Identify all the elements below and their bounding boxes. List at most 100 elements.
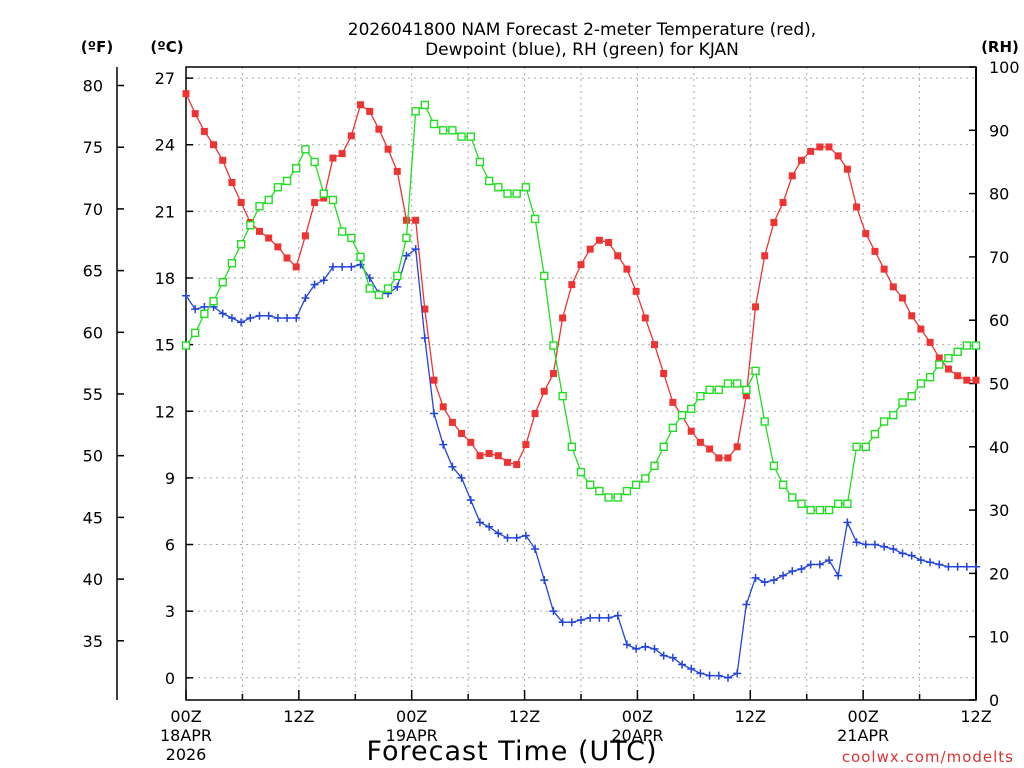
rh-point: [953, 347, 962, 357]
temperature-point: [935, 354, 943, 362]
dewpoint-point: [586, 613, 595, 622]
fahrenheit-tick-label: 65: [83, 262, 103, 281]
temperature-point: [476, 452, 484, 460]
dewpoint-point: [870, 540, 879, 549]
rh-point: [393, 271, 402, 281]
rh-point: [255, 202, 264, 211]
rh-point: [200, 309, 209, 319]
rh-point: [861, 442, 870, 451]
temperature-point: [274, 243, 282, 251]
dewpoint-point: [503, 533, 512, 542]
dewpoint-point: [714, 671, 723, 680]
temperature-point: [954, 372, 962, 380]
dewpoint-point: [485, 522, 494, 531]
rh-point: [687, 404, 696, 414]
temperature-point: [402, 216, 410, 224]
rh-point: [540, 271, 549, 281]
temperature-point: [733, 443, 741, 451]
temperature-point: [724, 454, 732, 462]
rh-point: [301, 145, 310, 154]
rh-point: [971, 341, 981, 350]
rh-point: [246, 221, 255, 230]
temperature-point: [752, 303, 760, 311]
temperature-point: [788, 172, 796, 180]
temperature-point: [522, 441, 530, 449]
temperature-point: [255, 227, 263, 235]
dewpoint-point: [834, 571, 843, 580]
rh-tick-label: 80: [989, 185, 1009, 204]
rh-point: [190, 328, 200, 338]
rh-point: [209, 297, 218, 306]
rh-point: [834, 499, 843, 508]
chart-title-line2: Dewpoint (blue), RH (green) for KJAN: [425, 40, 739, 60]
temperature-point: [696, 438, 704, 446]
rh-point: [558, 391, 567, 401]
dewpoint-point: [705, 671, 714, 680]
temperature-point: [448, 418, 456, 426]
temperature-point: [458, 429, 466, 437]
rh-point: [521, 183, 531, 192]
dewpoint-point: [246, 313, 255, 322]
dewpoint-point: [457, 473, 466, 482]
fahrenheit-tick-label: 35: [83, 632, 103, 651]
temperature-point: [871, 247, 879, 255]
dewpoint-point: [549, 607, 558, 616]
temperature-point: [559, 314, 567, 322]
fahrenheit-tick-label: 55: [83, 385, 103, 404]
rh-point: [668, 423, 678, 433]
dewpoint-point: [733, 669, 742, 678]
rh-tick-label: 70: [989, 248, 1009, 267]
rh-point: [448, 126, 457, 135]
temperature-point: [807, 147, 815, 155]
dewpoint-point: [687, 664, 696, 673]
rh-tick-label: 40: [989, 438, 1009, 457]
temperature-point: [329, 154, 337, 162]
rh-point: [788, 493, 797, 502]
temperature-point: [513, 461, 521, 469]
dewpoint-series: [182, 245, 980, 682]
rh-point: [292, 164, 301, 173]
temperature-point: [742, 392, 750, 400]
temperature-point: [393, 167, 401, 175]
series-lines: [181, 90, 981, 682]
celsius-tick-label: 24: [155, 136, 175, 155]
celsius-unit-label: (ºC): [150, 38, 183, 56]
temperature-point: [834, 152, 842, 160]
temperature-point: [320, 194, 328, 202]
dewpoint-point: [283, 313, 292, 322]
temperature-point: [880, 265, 888, 273]
dewpoint-point: [540, 576, 549, 585]
dewpoint-point: [310, 280, 319, 289]
temperature-point: [430, 376, 438, 384]
grid-lines: [186, 67, 976, 700]
temperature-point: [908, 312, 916, 320]
temperature-point: [853, 203, 861, 211]
dewpoint-point: [255, 311, 264, 320]
rh-point: [714, 385, 723, 395]
rh-point: [742, 385, 751, 395]
temperature-point: [797, 156, 805, 164]
rh-point: [420, 100, 430, 110]
temperature-point: [963, 376, 971, 384]
dewpoint-point: [779, 571, 788, 580]
rh-tick-label: 0: [989, 691, 999, 710]
temperature-point: [641, 314, 649, 322]
rh-point: [925, 372, 935, 382]
rh-tick-label: 50: [989, 375, 1009, 394]
temperature-point: [292, 263, 300, 271]
dewpoint-point: [558, 618, 567, 627]
celsius-tick-label: 12: [155, 402, 175, 421]
rh-point: [613, 493, 622, 502]
rh-tick-label: 20: [989, 564, 1009, 583]
temperature-point: [917, 325, 925, 333]
dewpoint-point: [852, 538, 861, 547]
rh-point: [383, 284, 393, 293]
dewpoint-point: [448, 462, 457, 471]
celsius-tick-label: 0: [165, 669, 175, 688]
temperature-point: [650, 341, 658, 349]
dewpoint-point: [641, 642, 650, 651]
rh-point: [439, 126, 448, 135]
dewpoint-point: [907, 551, 916, 560]
dewpoint-point: [953, 562, 962, 571]
rh-point: [760, 417, 769, 426]
